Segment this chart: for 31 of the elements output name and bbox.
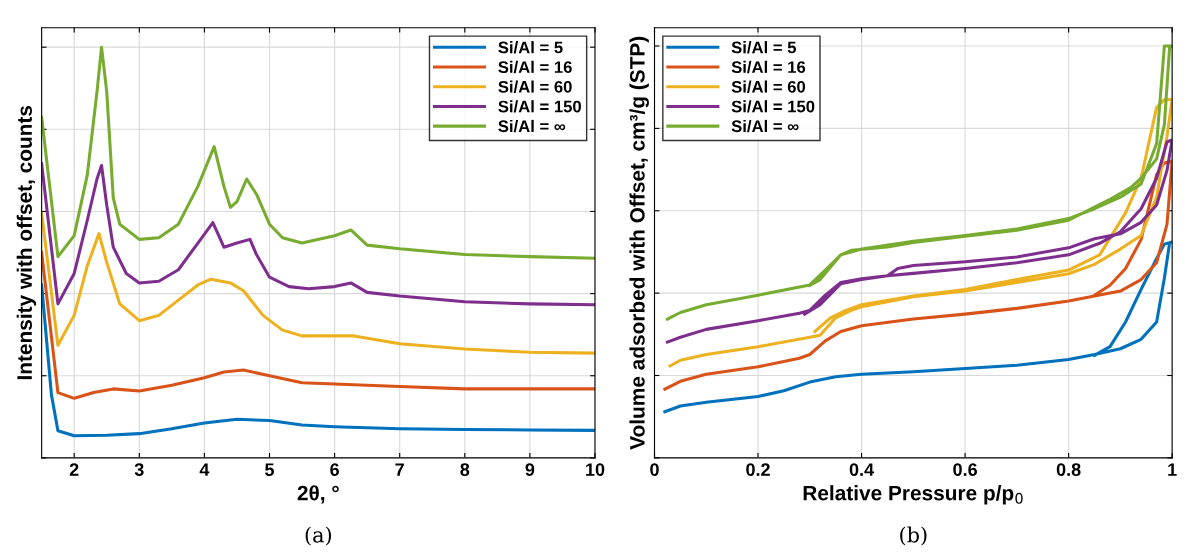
legend-label: Si/Al = 16: [498, 60, 572, 74]
legend-label: Si/Al = 5: [498, 41, 563, 54]
x-tick-label: 1: [1168, 463, 1177, 476]
x-tick-label: 0: [650, 463, 659, 476]
x-tick-label: 0.6: [953, 463, 977, 476]
legend-label: Si/Al = ∞: [498, 119, 566, 133]
x-axis-title: 2θ, °: [297, 485, 339, 504]
x-tick-label: 10: [586, 463, 605, 476]
x-tick-label: 5: [265, 463, 275, 476]
x-tick-label: 0.2: [746, 463, 770, 476]
x-tick-label: 8: [460, 463, 470, 476]
legend-label: Si/Al = 5: [731, 41, 797, 54]
text: (b): [900, 526, 927, 546]
legend-label: Si/Al = 16: [731, 60, 806, 74]
y-axis-title: Intensity with offset, counts: [16, 105, 37, 380]
x-tick-label: 0.4: [849, 463, 875, 476]
legend-label: Si/Al = 150: [498, 100, 581, 113]
legend-label: Si/Al = 60: [498, 80, 572, 93]
x-tick-label: 7: [395, 463, 404, 476]
x-tick-label: 4: [199, 463, 210, 476]
x-axis-title: Relative Pressure p/p$_{0}$: [803, 485, 1023, 505]
legend-label: Si/Al = 150: [731, 100, 815, 113]
legend-label: Si/Al = 60: [731, 80, 806, 93]
legend-label: Si/Al = ∞: [731, 119, 799, 133]
x-tick-label: 3: [134, 463, 144, 477]
text: (a): [305, 526, 332, 546]
x-tick-label: 9: [525, 463, 535, 476]
x-tick-label: 0.8: [1056, 463, 1081, 476]
x-tick-label: 2: [69, 463, 79, 476]
y-axis-title: Volume adsorbed with Offset, cm³/g (STP): [629, 36, 649, 450]
x-tick-label: 6: [330, 463, 339, 476]
